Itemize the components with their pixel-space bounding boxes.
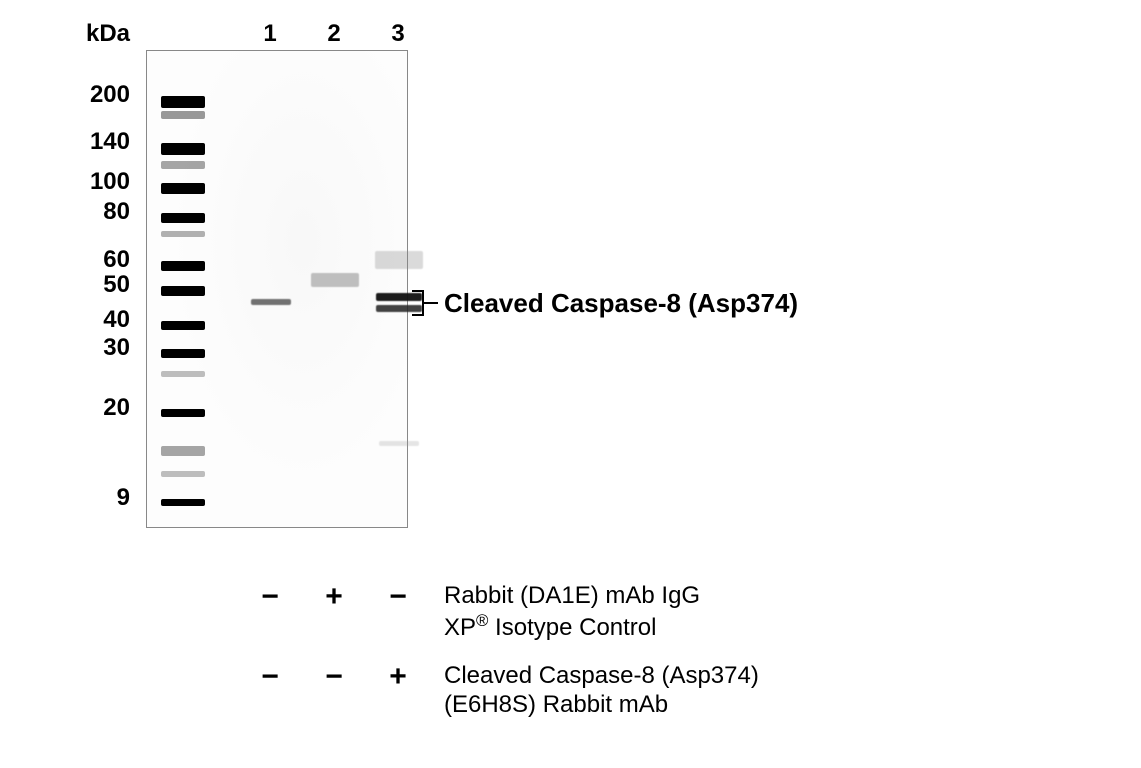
sample-band — [311, 273, 359, 287]
kda-header: kDa — [70, 20, 130, 48]
ladder-band — [161, 321, 205, 330]
ladder-band — [161, 183, 205, 194]
ladder-smear — [161, 371, 205, 377]
ladder-smear — [161, 111, 205, 119]
ladder-band — [161, 349, 205, 358]
mw-label-200: 200 — [70, 81, 130, 109]
treatment-symbol: − — [378, 580, 418, 614]
ladder-smear — [161, 231, 205, 237]
ladder-band — [161, 213, 205, 223]
mw-label-60: 60 — [70, 246, 130, 274]
figure-container: kDa 1 2 3 Cleaved Caspase-8 (Asp374) 200… — [40, 20, 1100, 748]
mw-label-30: 30 — [70, 334, 130, 362]
treatment-symbol: − — [250, 660, 290, 694]
ladder-band — [161, 261, 205, 271]
mw-label-40: 40 — [70, 306, 130, 334]
treatment-symbol: − — [314, 660, 354, 694]
sample-band — [251, 299, 291, 305]
treatment-symbol: + — [378, 660, 418, 694]
lane-label-1: 1 — [250, 20, 290, 48]
treatment-label: Cleaved Caspase-8 (Asp374)(E6H8S) Rabbit… — [444, 662, 759, 720]
ladder-band — [161, 96, 205, 108]
treatment-label: Rabbit (DA1E) mAb IgGXP® Isotype Control — [444, 582, 700, 643]
mw-label-100: 100 — [70, 168, 130, 196]
lane-label-3: 3 — [378, 20, 418, 48]
treatment-symbol: − — [250, 580, 290, 614]
treatment-symbol: + — [314, 580, 354, 614]
ladder-band — [161, 143, 205, 155]
ladder-smear — [161, 446, 205, 456]
sample-band — [375, 251, 423, 269]
sample-band — [379, 441, 419, 446]
target-band-label: Cleaved Caspase-8 (Asp374) — [444, 288, 798, 319]
lane-label-2: 2 — [314, 20, 354, 48]
ladder-smear — [161, 161, 205, 169]
ladder-band — [161, 409, 205, 417]
ladder-band — [161, 499, 205, 506]
mw-label-20: 20 — [70, 394, 130, 422]
mw-label-50: 50 — [70, 271, 130, 299]
mw-label-140: 140 — [70, 128, 130, 156]
mw-label-80: 80 — [70, 198, 130, 226]
ladder-band — [161, 286, 205, 296]
ladder-smear — [161, 471, 205, 477]
target-bracket — [412, 290, 424, 316]
blot-frame — [146, 50, 408, 528]
mw-label-9: 9 — [70, 484, 130, 512]
